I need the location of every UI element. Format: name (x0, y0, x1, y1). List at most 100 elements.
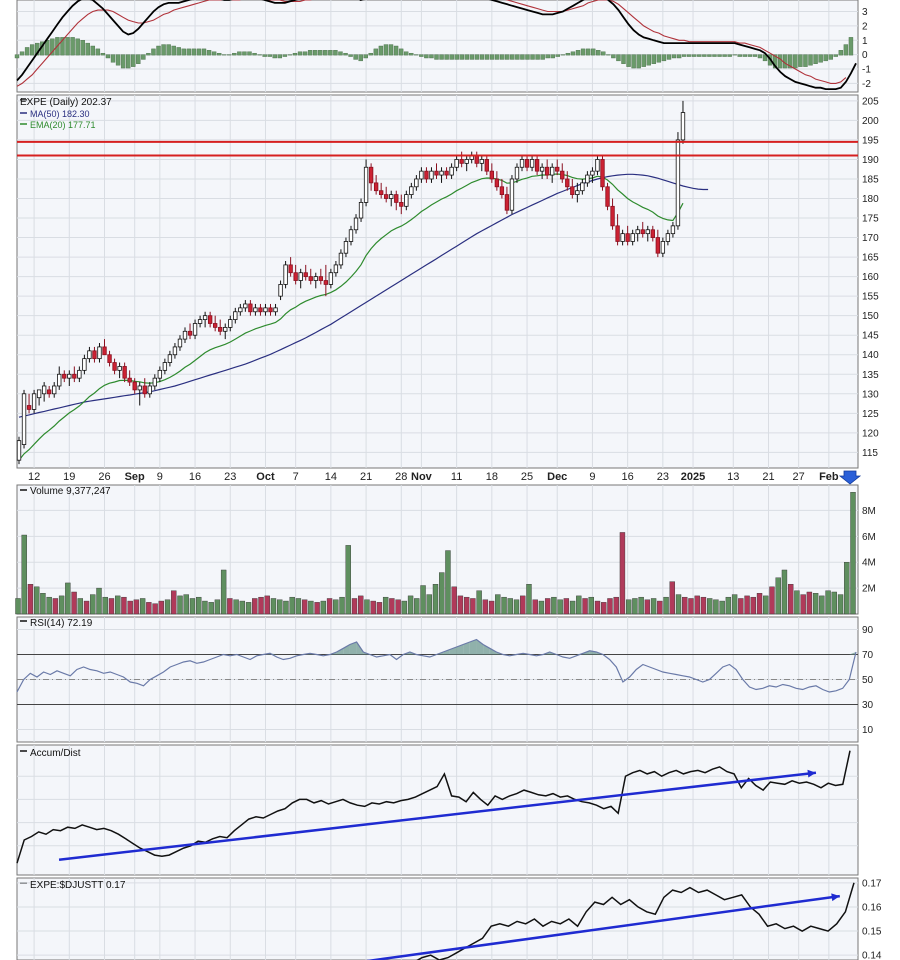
volume-bar (77, 598, 84, 615)
candle-body (368, 166, 374, 184)
relative-strength-panel: 0.17 0.16 0.15 0.14 (17, 878, 882, 960)
volume-bar (850, 492, 856, 615)
candle-body (207, 315, 213, 324)
macd-histogram-bar (838, 50, 844, 56)
volume-tick-label-0: 8M (862, 506, 876, 517)
candle-body (77, 369, 82, 379)
volume-bar (488, 600, 495, 615)
macd-histogram-bar (156, 45, 161, 56)
volume-bar (819, 595, 825, 615)
volume-bar (127, 600, 133, 615)
macd-panel: 3 2 1 0 -1 -2 (14, 0, 871, 92)
candle-body (233, 311, 238, 320)
price-tick-label-11: 150 (862, 311, 879, 322)
candle-body (675, 139, 681, 227)
macd-histogram-bar (530, 54, 535, 60)
candle-body (635, 229, 640, 235)
rsi-title: RSI(14) 72.19 (30, 618, 93, 629)
candle-body (142, 385, 147, 395)
volume-bar (27, 584, 34, 615)
price-tick-label-4: 185 (862, 174, 879, 185)
date-label-7: Oct (256, 471, 275, 483)
macd-histogram-bar (151, 48, 156, 56)
rsi-tick-label-3: 30 (862, 700, 874, 711)
macd-histogram-bar (525, 54, 530, 60)
macd-histogram-bar (550, 54, 555, 59)
volume-bar (594, 600, 601, 615)
macd-histogram-bar (848, 37, 854, 56)
candle-body (323, 280, 329, 285)
volume-bar (414, 598, 420, 615)
candle-body (177, 338, 183, 348)
macd-histogram-bar (186, 48, 192, 56)
candle-body (132, 381, 137, 391)
macd-histogram-bar (575, 50, 581, 56)
volume-bar (121, 596, 127, 615)
volume-bar (71, 591, 77, 615)
candle-body (97, 346, 102, 360)
candle-body (384, 194, 389, 199)
volume-tick-label-2: 4M (862, 558, 876, 569)
macd-histogram-bar (510, 54, 515, 60)
macd-histogram-bar (60, 37, 65, 56)
macd-histogram-bar (469, 54, 475, 60)
macd-histogram-bar (95, 48, 101, 56)
volume-bar (164, 599, 171, 615)
candle-body (348, 229, 354, 242)
macd-histogram-bar (762, 54, 768, 62)
date-label-23: 27 (793, 471, 805, 483)
volume-bar (482, 599, 489, 615)
macd-histogram-bar (115, 54, 121, 66)
legend-ma50: MA(50) 182.30 (30, 109, 90, 119)
macd-histogram-bar (666, 54, 672, 60)
date-label-24: Feb (819, 471, 839, 483)
macd-tick-label-0: 3 (862, 7, 868, 18)
macd-histogram-bar (166, 44, 171, 56)
rsi-line (16, 638, 857, 693)
macd-histogram-bar (813, 54, 818, 64)
macd-histogram-bar (393, 45, 399, 56)
date-label-20: 2025 (681, 471, 705, 483)
panel-frame-0 (16, 0, 859, 93)
candle-body (333, 264, 339, 274)
volume-bar (794, 590, 800, 615)
candle-body (52, 385, 57, 395)
rsi-overbought-fill (349, 642, 357, 655)
candle-body (288, 264, 293, 274)
volume-bar (638, 596, 644, 615)
candle-body (459, 159, 464, 164)
volume-bar (688, 598, 694, 615)
macd-histogram-bar (747, 54, 753, 57)
price-tick-label-15: 130 (862, 389, 879, 400)
macd-histogram-bar (590, 48, 596, 56)
macd-histogram-bar (267, 54, 272, 57)
relative-strength-trendline (365, 894, 840, 960)
volume-bar (501, 596, 507, 615)
macd-histogram-bar (570, 51, 576, 56)
volume-bar (781, 569, 788, 615)
volume-bar (538, 600, 545, 615)
rsi-tick-label-1: 70 (862, 650, 874, 661)
volume-panel: 8M 6M 4M 2M (15, 485, 876, 615)
candle-body (268, 307, 273, 313)
candle-body (605, 186, 610, 207)
price-tick-label-0: 205 (862, 96, 879, 107)
macd-histogram-bar (146, 52, 151, 56)
macd-histogram-bar (378, 45, 384, 56)
macd-histogram-bar (110, 54, 116, 63)
candle-body (630, 233, 635, 242)
volume-bar (625, 599, 632, 615)
volume-bar (812, 593, 819, 615)
macd-histogram-bar (292, 52, 298, 56)
macd-histogram-bar (697, 54, 702, 57)
macd-histogram-bar (45, 40, 50, 56)
macd-histogram-bar (671, 54, 677, 59)
macd-histogram-bar (459, 54, 464, 60)
volume-bar (308, 600, 314, 615)
candle-body (157, 369, 163, 379)
macd-histogram-bar (722, 54, 727, 57)
macd-tick-label-3: 0 (862, 50, 868, 61)
candle-body (283, 264, 288, 285)
candle-body (278, 284, 283, 297)
volume-bar (632, 598, 638, 615)
